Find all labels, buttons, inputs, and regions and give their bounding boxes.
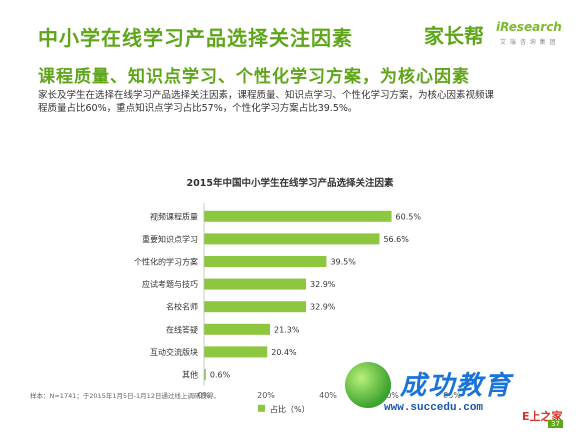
data-label: 39.5% (330, 258, 356, 267)
x-tick-label: 40% (319, 391, 337, 400)
x-tick-label: 0% (198, 391, 211, 400)
data-label: 21.3% (274, 325, 300, 334)
data-label: 20.4% (271, 348, 297, 357)
category-label: 视频课程质量 (150, 211, 198, 221)
iresearch-logo-subtitle: 艾 瑞 咨 询 集 团 (500, 39, 557, 46)
category-label: 互动交流版块 (150, 347, 198, 357)
legend-label: 占比（%） (270, 404, 310, 414)
watermark-text: 成功教育 (400, 371, 513, 401)
data-label: 60.5% (396, 212, 422, 221)
category-label: 其他 (182, 370, 198, 380)
category-label: 个性化的学习方案 (134, 257, 198, 267)
category-label: 重要知识点学习 (142, 234, 198, 244)
bar (204, 278, 306, 290)
data-label: 56.6% (383, 235, 409, 244)
page-number: 37 (548, 420, 563, 428)
bar (204, 369, 206, 380)
watermark-url: www.succedu.com (384, 402, 484, 414)
data-label: 32.9% (310, 303, 336, 312)
bar (204, 256, 327, 267)
bar (204, 323, 271, 335)
bar (204, 233, 380, 245)
data-label: 0.6% (210, 371, 231, 380)
chart-title: 2015年中国中小学生在线学习产品选择关注因素 (187, 177, 394, 189)
bar (204, 301, 306, 313)
bar (204, 210, 392, 222)
watermark-globe-icon (345, 362, 391, 408)
x-tick-label: 60% (381, 391, 399, 400)
iresearch-logo: iResearch (496, 20, 562, 34)
legend-swatch (258, 404, 265, 412)
page-subtitle: 课程质量、知识点学习、个性化学习方案，为核心因素 (38, 67, 470, 87)
page-title: 中小学在线学习产品选择关注因素 (38, 26, 353, 50)
category-label: 在线答疑 (166, 324, 198, 334)
watermark-logo: E上之家 (522, 410, 563, 423)
category-label: 应试考题与技巧 (142, 279, 198, 289)
footnote: 样本：N=1741；于2015年1月5日-1月12日通过线上调研获得。 (30, 392, 220, 400)
data-label: 32.9% (310, 280, 336, 289)
jiazhangbang-logo: 家长帮 (424, 24, 484, 48)
category-label: 名校名师 (166, 302, 198, 312)
x-tick-label: 80% (443, 391, 461, 400)
bar (204, 346, 268, 358)
x-tick-label: 20% (257, 391, 275, 400)
page-description: 家长及学生在选择在线学习产品选择关注因素，课程质量、知识点学习、个性化学习方案，… (38, 90, 495, 114)
